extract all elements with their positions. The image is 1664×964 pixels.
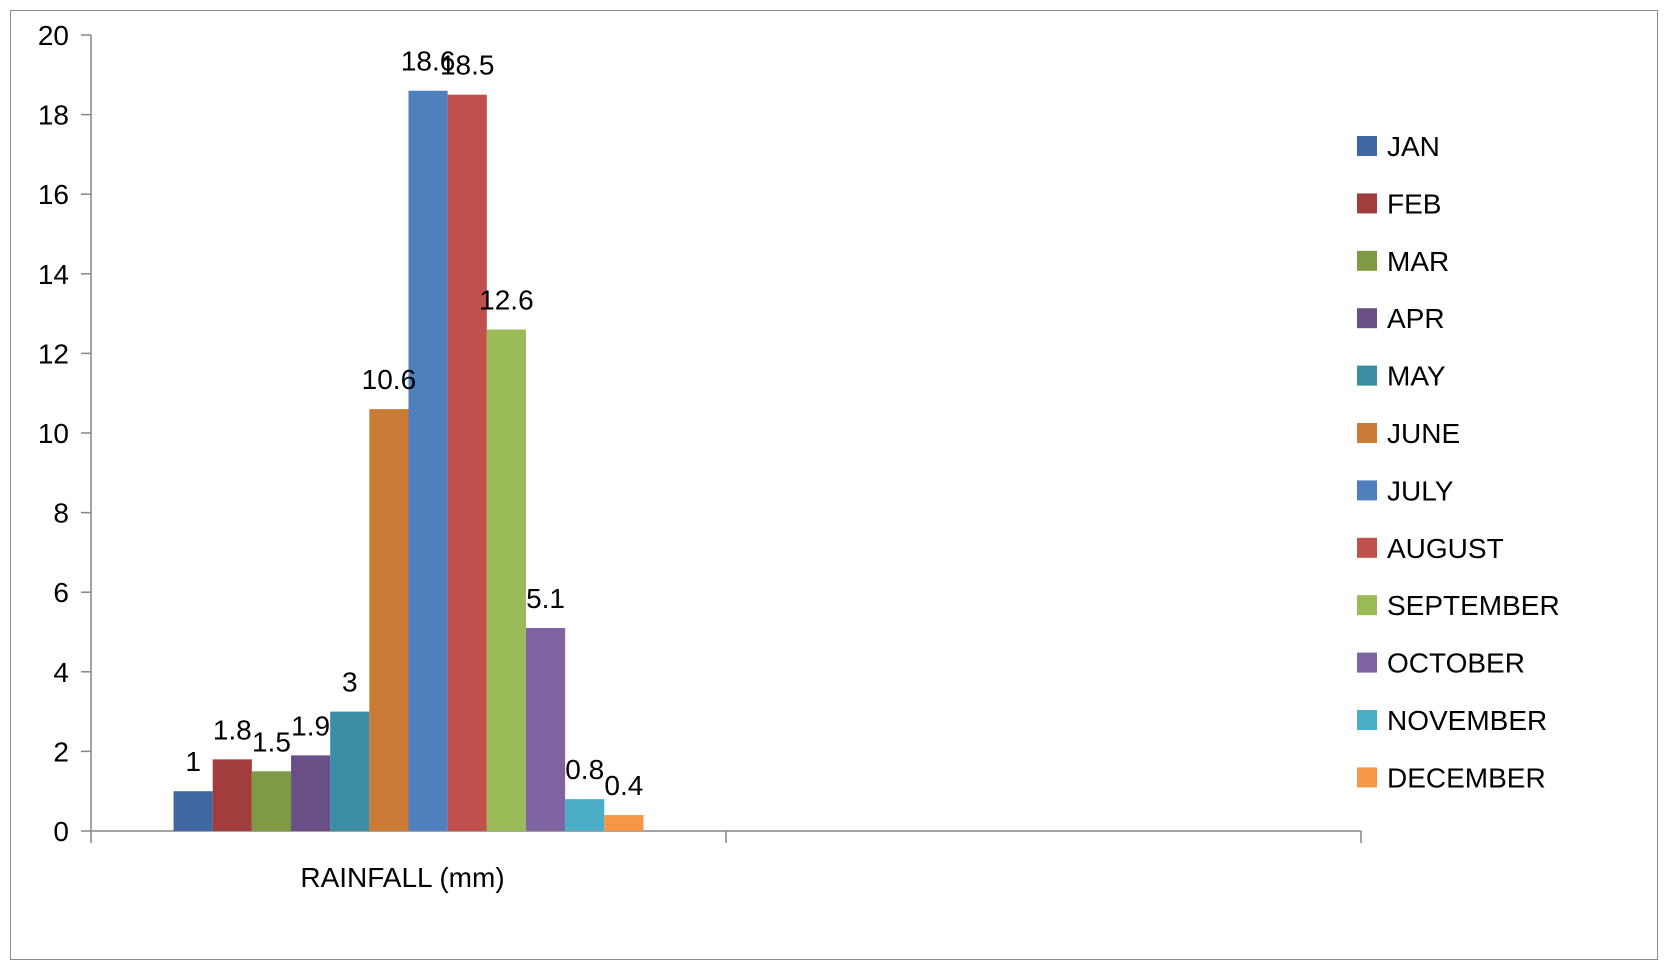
legend-swatch — [1357, 480, 1377, 501]
legend-swatch — [1357, 423, 1377, 443]
bar-june — [369, 409, 409, 831]
data-label-august: 18.5 — [440, 50, 495, 81]
legend-label: JULY — [1387, 475, 1454, 506]
legend-item-mar: MAR — [1357, 246, 1449, 277]
bar-august — [447, 94, 487, 831]
y-tick-label: 8 — [53, 498, 69, 529]
legend-item-jan: JAN — [1357, 131, 1440, 162]
data-label-september: 12.6 — [479, 285, 534, 316]
data-label-feb: 1.8 — [213, 714, 252, 745]
data-label-july: 18.6 — [401, 46, 456, 77]
legend-label: FEB — [1387, 188, 1441, 219]
legend-label: DECEMBER — [1387, 762, 1546, 793]
legend-item-december: DECEMBER — [1357, 762, 1546, 793]
data-label-october: 5.1 — [526, 583, 565, 614]
data-label-mar: 1.5 — [252, 726, 291, 757]
bar-july — [408, 90, 448, 832]
x-category-label: RAINFALL (mm) — [300, 862, 504, 893]
legend-label: OCTOBER — [1387, 648, 1525, 679]
legend-swatch — [1357, 365, 1377, 386]
x-axis: RAINFALL (mm) — [90, 830, 1362, 893]
legend-label: MAR — [1387, 246, 1449, 277]
legend-swatch — [1357, 136, 1377, 156]
legend-swatch — [1357, 193, 1377, 214]
bar-jan — [173, 791, 213, 831]
legend-item-september: SEPTEMBER — [1357, 590, 1560, 621]
legend-label: AUGUST — [1387, 533, 1504, 564]
legend-label: APR — [1387, 303, 1445, 334]
data-label-june: 10.6 — [362, 364, 417, 395]
legend-item-november: NOVEMBER — [1357, 705, 1547, 736]
legend-swatch — [1357, 652, 1377, 673]
bars — [173, 90, 644, 832]
legend-item-october: OCTOBER — [1357, 648, 1525, 679]
legend-swatch — [1357, 710, 1377, 730]
legend-label: JAN — [1387, 131, 1440, 162]
bar-feb — [212, 759, 252, 831]
legend-swatch — [1357, 537, 1377, 558]
legend-label: MAY — [1387, 361, 1446, 392]
bar-mar — [251, 771, 292, 831]
bar-december — [604, 815, 644, 831]
y-tick-label: 12 — [38, 338, 69, 369]
y-tick-label: 10 — [38, 418, 69, 449]
legend-label: NOVEMBER — [1387, 705, 1547, 736]
data-label-november: 0.8 — [565, 754, 604, 785]
y-tick-label: 14 — [38, 259, 69, 290]
legend-item-may: MAY — [1357, 361, 1446, 392]
y-tick-label: 6 — [53, 577, 69, 608]
legend-label: SEPTEMBER — [1387, 590, 1560, 621]
bar-may — [330, 711, 370, 831]
legend-item-august: AUGUST — [1357, 533, 1504, 564]
chart-frame: 0 2 4 6 8 10 12 14 16 18 20 RAINFALL (mm) 1 1.8 1.5 1… — [10, 10, 1658, 960]
y-tick-label: 18 — [38, 100, 69, 131]
bar-labels: 1 1.8 1.51.9 3 10.6 18.618.5 12.6 5.1 0.80.4 — [185, 46, 643, 801]
legend: JAN FEB MAR APR MAY JUNE JULY AUGUST SEPTEMBER OC… — [1357, 131, 1560, 793]
legend-item-july: JULY — [1357, 475, 1454, 506]
legend-swatch — [1357, 250, 1377, 271]
y-tick-label: 4 — [53, 657, 69, 688]
data-label-may: 3 — [342, 667, 358, 698]
y-tick-label: 16 — [38, 179, 69, 210]
data-label-jan: 1 — [185, 746, 201, 777]
legend-item-feb: FEB — [1357, 188, 1441, 219]
bar-september — [486, 329, 526, 831]
bar-november — [565, 799, 605, 831]
data-label-december: 0.4 — [604, 770, 643, 801]
y-tick-label: 2 — [53, 736, 69, 767]
legend-swatch — [1357, 595, 1377, 616]
legend-swatch — [1357, 308, 1377, 329]
bar-october — [525, 628, 566, 831]
legend-item-june: JUNE — [1357, 418, 1460, 449]
y-axis: 0 2 4 6 8 10 12 14 16 18 20 — [38, 20, 92, 847]
y-tick-label: 0 — [53, 816, 69, 847]
y-tick-label: 20 — [38, 20, 69, 51]
bar-apr — [291, 755, 331, 831]
data-label-apr: 1.9 — [291, 710, 330, 741]
legend-item-apr: APR — [1357, 303, 1445, 334]
legend-label: JUNE — [1387, 418, 1460, 449]
legend-swatch — [1357, 767, 1377, 788]
